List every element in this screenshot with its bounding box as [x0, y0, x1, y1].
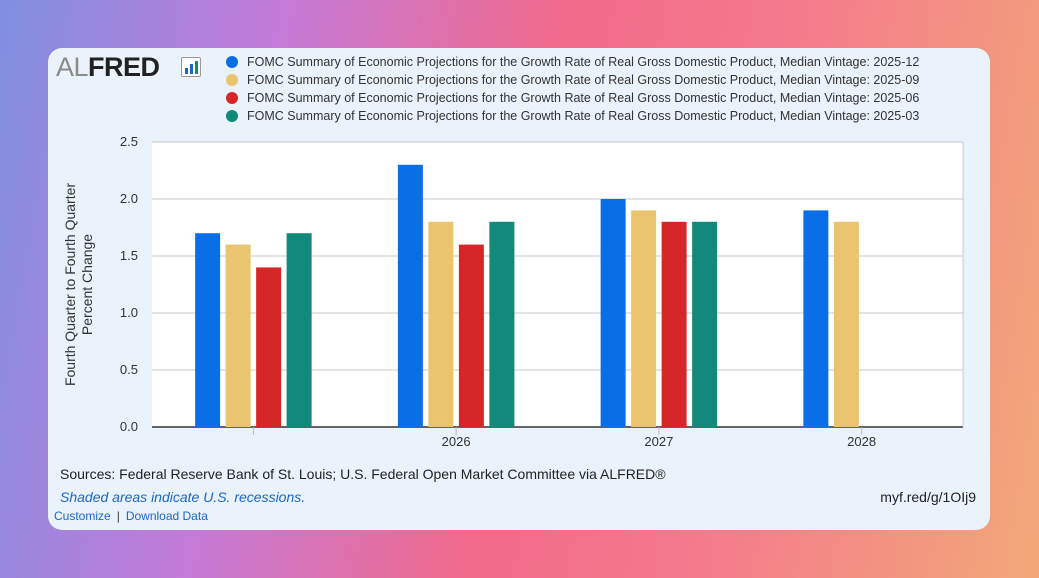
legend-label: FOMC Summary of Economic Projections for…	[247, 109, 920, 123]
bar	[489, 221, 515, 427]
legend-label: FOMC Summary of Economic Projections for…	[247, 55, 920, 69]
legend-item[interactable]: FOMC Summary of Economic Projections for…	[226, 89, 919, 107]
bar-chart-logo-icon	[181, 57, 201, 77]
bar	[225, 244, 251, 427]
bar	[803, 210, 829, 427]
x-tick-label: 2028	[847, 434, 876, 449]
x-tick-label: 2027	[644, 434, 673, 449]
bar	[833, 221, 859, 427]
y-tick-label: 0.0	[120, 419, 138, 434]
bar	[661, 221, 687, 427]
legend-item[interactable]: FOMC Summary of Economic Projections for…	[226, 53, 919, 71]
legend: FOMC Summary of Economic Projections for…	[226, 53, 919, 125]
legend-dot-icon	[226, 110, 238, 122]
legend-dot-icon	[226, 56, 238, 68]
bar	[600, 199, 626, 427]
x-tick-label: 2026	[442, 434, 471, 449]
legend-label: FOMC Summary of Economic Projections for…	[247, 73, 920, 87]
legend-item[interactable]: FOMC Summary of Economic Projections for…	[226, 71, 919, 89]
legend-dot-icon	[226, 92, 238, 104]
legend-dot-icon	[226, 74, 238, 86]
bar	[631, 210, 657, 427]
link-separator: |	[116, 509, 120, 523]
download-data-link[interactable]: Download Data	[125, 509, 208, 523]
sources-note: Sources: Federal Reserve Bank of St. Lou…	[60, 466, 666, 482]
y-axis-label: Fourth Quarter to Fourth QuarterPercent …	[62, 183, 95, 386]
bar	[195, 233, 221, 427]
bar	[692, 221, 718, 427]
y-tick-label: 1.5	[120, 248, 138, 263]
bar	[286, 233, 312, 427]
y-tick-label: 0.5	[120, 362, 138, 377]
bar-chart: 0.0 0.5 1.0 1.5 2.0 2.5 Fourth Quarter to Four…	[62, 134, 964, 449]
footer-links: Customize | Download Data	[54, 509, 208, 523]
chart-card: ALFRED FOMC Summary of Economic Projecti…	[48, 48, 990, 530]
bar	[428, 221, 454, 427]
legend-item[interactable]: FOMC Summary of Economic Projections for…	[226, 107, 919, 125]
legend-label: FOMC Summary of Economic Projections for…	[247, 91, 920, 105]
short-url[interactable]: myf.red/g/1OIj9	[880, 489, 976, 505]
recession-note: Shaded areas indicate U.S. recessions.	[60, 489, 306, 505]
customize-link[interactable]: Customize	[54, 509, 111, 523]
y-tick-label: 2.0	[120, 191, 138, 206]
alfred-logo[interactable]: ALFRED	[56, 52, 160, 82]
y-tick-label: 1.0	[120, 305, 138, 320]
bar	[397, 164, 423, 428]
y-tick-label: 2.5	[120, 134, 138, 149]
bar	[256, 267, 282, 427]
bar	[458, 244, 484, 427]
